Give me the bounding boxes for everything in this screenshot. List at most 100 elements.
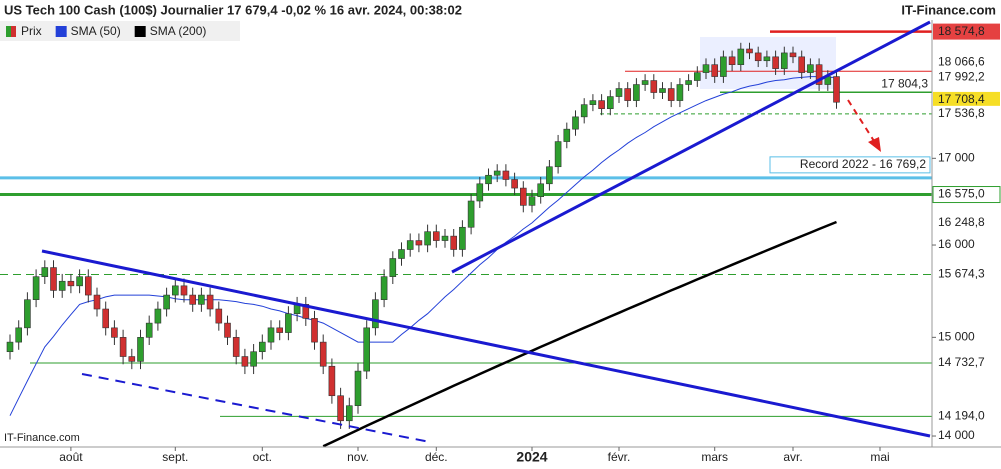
- level-label: 16 575,0: [938, 187, 985, 201]
- label-box: [932, 186, 1001, 204]
- level-label: 14 732,7: [938, 355, 985, 369]
- candle-body: [467, 200, 475, 228]
- candle-body: [580, 104, 588, 118]
- candle-body: [189, 294, 196, 305]
- level-label: 17 804,3: [881, 76, 928, 90]
- x-tick-label: avr.: [783, 450, 802, 464]
- candle-body: [432, 231, 440, 241]
- label-box: [933, 91, 1000, 108]
- candle-body: [50, 267, 57, 291]
- candle-body: [58, 280, 66, 291]
- candle-body: [441, 235, 449, 241]
- candle-body: [250, 351, 257, 367]
- candle-body: [380, 276, 388, 300]
- chart-title: US Tech 100 Cash (100$) Journalier 17 67…: [4, 2, 462, 17]
- x-tick-label: 2024: [516, 449, 547, 465]
- candle-body: [102, 308, 109, 329]
- candle-body: [337, 395, 344, 422]
- candle-body: [15, 327, 22, 343]
- label-box: [933, 105, 1000, 122]
- candle-body: [528, 196, 536, 206]
- candle-body: [728, 56, 736, 65]
- label-box: [769, 156, 931, 174]
- header: [0, 0, 1001, 20]
- candle-body: [537, 183, 545, 197]
- candle-body: [128, 356, 136, 362]
- candle-body: [754, 52, 762, 62]
- candle-body: [807, 64, 814, 73]
- candle-body: [76, 276, 83, 287]
- candle-body: [493, 170, 501, 176]
- candle-body: [406, 240, 414, 250]
- candle-body: [720, 56, 727, 77]
- candle-body: [93, 294, 101, 310]
- trend-line: [81, 373, 431, 443]
- label-box: [933, 266, 1000, 283]
- candle-body: [241, 356, 249, 367]
- candle-body: [702, 64, 710, 73]
- candle-body: [780, 52, 788, 69]
- level-label: 15 674,3: [938, 267, 985, 281]
- candle-body: [302, 304, 310, 319]
- x-tick-label: févr.: [608, 450, 631, 464]
- y-tick-label: 17 000: [938, 150, 975, 164]
- candle-body: [137, 337, 144, 362]
- candle-body: [389, 258, 397, 277]
- candle-body: [676, 84, 684, 101]
- candle-body: [111, 327, 118, 338]
- candle-body: [511, 179, 518, 189]
- candle-body: [476, 183, 484, 202]
- label-box: [933, 23, 1000, 40]
- candle-body: [41, 267, 49, 277]
- candle-body: [598, 100, 605, 110]
- candle-body: [450, 235, 458, 250]
- candle-body: [424, 231, 431, 246]
- candle-body: [67, 280, 75, 287]
- x-tick-label: oct.: [253, 450, 272, 464]
- candle-body: [572, 116, 579, 130]
- legend-swatch: [55, 26, 67, 37]
- candle-body: [763, 56, 771, 62]
- candle-body: [815, 64, 823, 85]
- candle-body: [746, 48, 753, 54]
- candle-body: [224, 322, 231, 338]
- level-label: 17 992,2: [938, 69, 985, 83]
- candle-body: [789, 52, 797, 58]
- candle-body: [285, 313, 292, 333]
- candle-body: [641, 80, 649, 85]
- candle-body: [6, 341, 14, 353]
- x-tick-label: déc.: [425, 450, 448, 464]
- candle-body: [276, 327, 284, 333]
- candle-body: [633, 84, 640, 101]
- level-label: 17 708,4: [938, 92, 985, 106]
- arrow: [847, 99, 875, 142]
- candle-body: [206, 294, 214, 310]
- candle-body: [154, 308, 162, 324]
- sma-line: [9, 76, 837, 416]
- candle-body: [24, 299, 31, 329]
- candle-body: [319, 341, 327, 367]
- candle-body: [398, 249, 405, 259]
- x-tick-label: sept.: [162, 450, 188, 464]
- level-label: 14 194,0: [938, 409, 985, 423]
- legend-label: SMA (200): [150, 24, 207, 38]
- candle-body: [772, 56, 779, 69]
- y-tick-label: 14 000: [938, 428, 975, 442]
- candle-body: [267, 327, 275, 343]
- legend-label: SMA (50): [71, 24, 121, 38]
- candle-body: [554, 141, 562, 168]
- candle-body: [519, 187, 527, 206]
- candle-body: [659, 88, 666, 93]
- candle-body: [563, 128, 571, 142]
- candle-body: [615, 88, 623, 97]
- candle-body: [180, 285, 188, 296]
- legend-swatch: [11, 26, 16, 37]
- candle-body: [32, 276, 40, 300]
- candle-body: [711, 64, 719, 77]
- x-tick-label: mai: [870, 450, 889, 464]
- candle-body: [798, 56, 806, 73]
- candle-body: [85, 276, 92, 296]
- candle-body: [354, 370, 362, 406]
- candle-body: [459, 226, 466, 250]
- y-tick-label: 16 000: [938, 237, 975, 251]
